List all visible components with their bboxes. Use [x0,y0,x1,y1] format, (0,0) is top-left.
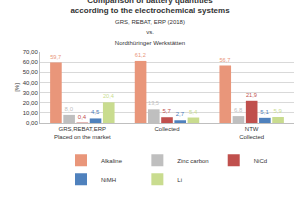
svg-text:5,7: 5,7 [162,108,171,114]
svg-text:13,5: 13,5 [148,100,159,106]
svg-text:2,7: 2,7 [176,111,185,117]
svg-text:10,00: 10,00 [23,110,39,116]
svg-text:6,8: 6,8 [234,107,243,113]
svg-text:NTWCollected: NTWCollected [239,126,264,140]
svg-text:0,4: 0,4 [78,114,87,120]
svg-text:40,00: 40,00 [23,80,39,86]
svg-text:NiMH: NiMH [101,177,116,183]
svg-text:30,00: 30,00 [23,90,39,96]
svg-text:[%]: [%] [14,83,20,92]
svg-text:Zinc carbon: Zinc carbon [177,158,208,164]
svg-text:Li: Li [177,177,182,183]
svg-text:56,7: 56,7 [219,57,230,63]
svg-text:20,4: 20,4 [103,93,114,99]
svg-text:20,00: 20,00 [23,100,39,106]
svg-text:59,7: 59,7 [50,54,61,60]
svg-text:61,2: 61,2 [135,52,146,58]
svg-text:8,0: 8,0 [65,106,74,112]
svg-text:5,1: 5,1 [260,109,269,115]
svg-text:60,00: 60,00 [23,59,39,65]
svg-text:Collected: Collected [154,126,179,132]
svg-text:NiCd: NiCd [254,158,267,164]
svg-text:70,00: 70,00 [23,49,39,55]
svg-text:21,9: 21,9 [246,92,257,98]
svg-text:Alkaline: Alkaline [101,158,123,164]
svg-text:5,4: 5,4 [189,109,198,115]
svg-text:4,5: 4,5 [91,109,100,115]
svg-text:50,00: 50,00 [23,69,39,75]
svg-text:Comparison of battery quantiti: Comparison of battery quantitiesaccordin… [70,0,230,46]
svg-text:5,9: 5,9 [274,108,283,114]
svg-text:GRS,REBAT,ERPPlaced on the mar: GRS,REBAT,ERPPlaced on the market [54,126,111,140]
svg-text:0,00: 0,00 [26,120,38,126]
